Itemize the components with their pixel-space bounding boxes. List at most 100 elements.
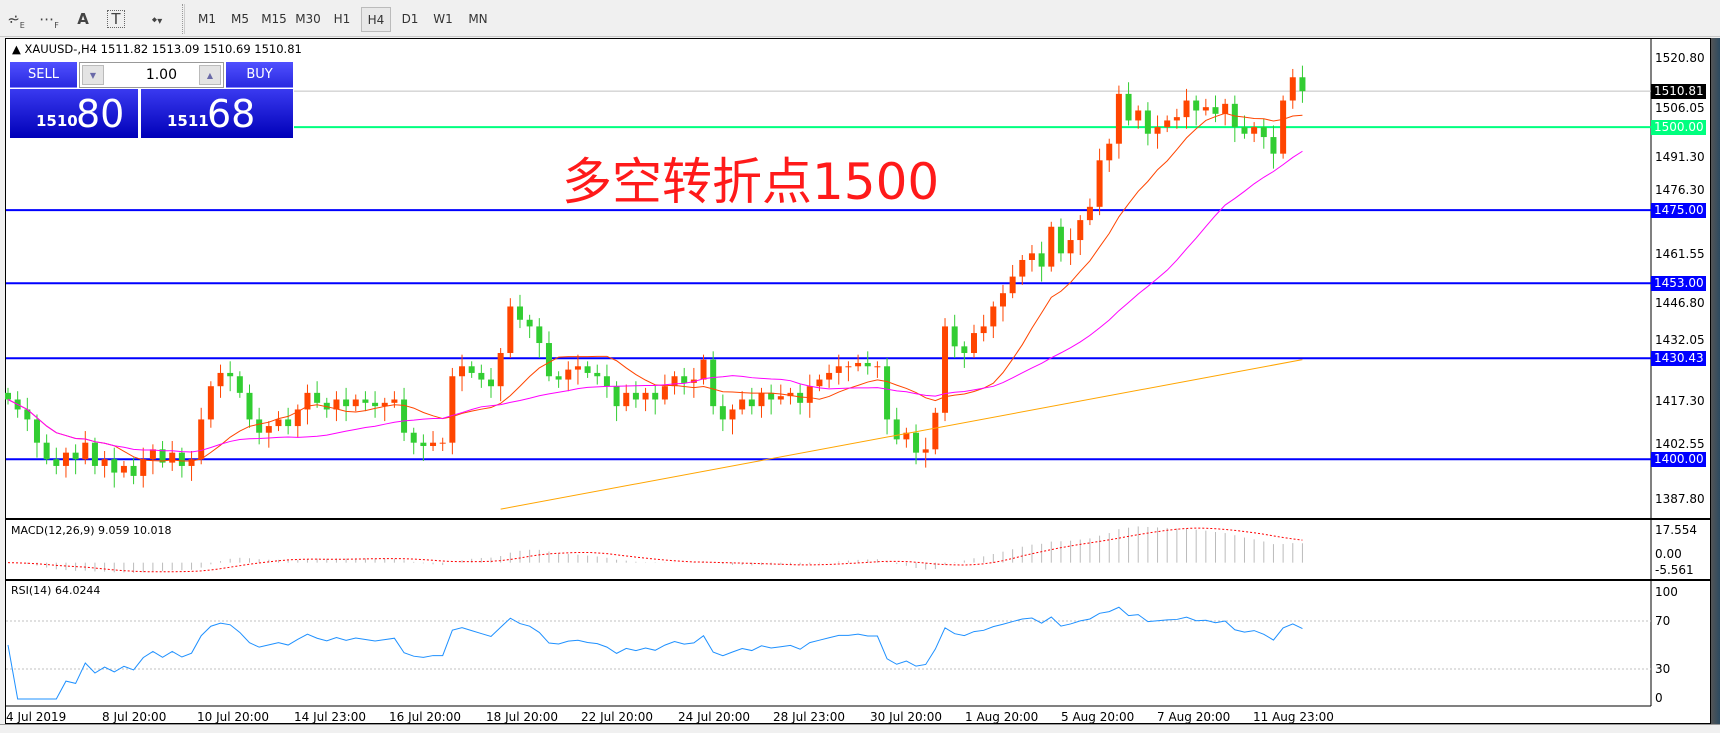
timeframe-mn[interactable]: MN bbox=[468, 12, 488, 26]
candle-body bbox=[391, 399, 398, 403]
e-label: E bbox=[19, 21, 25, 30]
candle-body bbox=[1135, 110, 1142, 121]
sell-button[interactable]: SELL bbox=[10, 62, 77, 88]
toolbar-separator bbox=[182, 4, 185, 34]
sell-price-big: 80 bbox=[76, 92, 125, 136]
price-tick: 1476.30 bbox=[1655, 183, 1705, 197]
candle-body bbox=[584, 366, 591, 373]
candle-body bbox=[1222, 103, 1229, 114]
price-tick: 1446.80 bbox=[1655, 296, 1705, 310]
candle-body bbox=[806, 386, 813, 403]
buy-price-button[interactable]: 1511 68 bbox=[141, 89, 293, 138]
text-a-icon[interactable]: A bbox=[77, 10, 89, 28]
grid-f-icon[interactable]: ⋯F bbox=[39, 10, 59, 30]
candle-body bbox=[1212, 107, 1219, 114]
candle-body bbox=[198, 419, 205, 460]
candle-body bbox=[913, 432, 920, 453]
window-edge bbox=[1711, 38, 1720, 724]
candle-body bbox=[574, 366, 581, 370]
pivot-annotation[interactable]: 多空转折点1500 bbox=[562, 153, 940, 211]
candle-body bbox=[845, 366, 852, 368]
candle-body bbox=[53, 459, 60, 466]
time-label: 22 Jul 20:00 bbox=[581, 710, 653, 724]
time-label: 16 Jul 20:00 bbox=[389, 710, 461, 724]
candle-body bbox=[362, 399, 369, 403]
candle-body bbox=[372, 402, 379, 407]
candle-body bbox=[33, 419, 40, 443]
lot-decrease-icon[interactable]: ▼ bbox=[82, 65, 104, 85]
timeframe-m5[interactable]: M5 bbox=[231, 12, 249, 26]
buy-price-big: 68 bbox=[207, 92, 256, 136]
price-tick: 1491.30 bbox=[1655, 150, 1705, 164]
level-label: 1400.00 bbox=[1651, 452, 1706, 468]
time-label: 11 Aug 23:00 bbox=[1253, 710, 1334, 724]
time-label: 30 Jul 20:00 bbox=[870, 710, 942, 724]
candle-body bbox=[507, 306, 514, 353]
level-label: 1430.43 bbox=[1651, 351, 1706, 367]
candle-body bbox=[990, 306, 997, 327]
time-label: 28 Jul 23:00 bbox=[773, 710, 845, 724]
bid-price-label: 1510.81 bbox=[1651, 84, 1706, 100]
chart-window bbox=[5, 38, 1711, 724]
candle-body bbox=[1183, 100, 1190, 118]
candle-body bbox=[932, 412, 939, 450]
candle-body bbox=[816, 379, 823, 387]
candle-body bbox=[5, 392, 11, 400]
candle-body bbox=[149, 449, 156, 460]
candle-body bbox=[381, 402, 388, 407]
candle-body bbox=[826, 372, 833, 380]
rsi-line bbox=[7, 606, 1303, 700]
candle-body bbox=[632, 392, 639, 400]
toolbar: ⩫E ⋯F A T ⬩▾ M1 M5 M15 M30 H1 H4 D1 W1 MN bbox=[0, 0, 1720, 37]
timeframe-d1[interactable]: D1 bbox=[401, 12, 419, 26]
sell-price-button[interactable]: 1510 80 bbox=[10, 89, 138, 138]
symbol-ohlc-line: ▲ XAUUSD-,H4 1511.82 1513.09 1510.69 151… bbox=[12, 42, 302, 56]
candle-body bbox=[178, 452, 185, 466]
candle-body bbox=[1193, 100, 1200, 111]
time-label: 18 Jul 20:00 bbox=[486, 710, 558, 724]
candle-body bbox=[1106, 143, 1113, 161]
candle-body bbox=[516, 306, 523, 320]
candle-body bbox=[352, 399, 359, 407]
candle-body bbox=[1260, 127, 1267, 138]
time-label: 24 Jul 20:00 bbox=[678, 710, 750, 724]
ma-mid-line bbox=[7, 150, 1303, 453]
candle-body bbox=[120, 465, 127, 473]
arrows-dropdown-icon[interactable]: ⬩▾ bbox=[151, 10, 163, 28]
timeframe-m30[interactable]: M30 bbox=[295, 12, 321, 26]
candle-body bbox=[961, 346, 968, 353]
symbol-ohlc: XAUUSD-,H4 1511.82 1513.09 1510.69 1510.… bbox=[24, 42, 302, 56]
rsi-tick-30: 30 bbox=[1655, 662, 1671, 676]
buy-button[interactable]: BUY bbox=[226, 62, 293, 88]
candle-body bbox=[24, 409, 31, 420]
lot-increase-icon[interactable]: ▲ bbox=[199, 65, 221, 85]
timeframe-h4[interactable]: H4 bbox=[361, 7, 391, 32]
candle-body bbox=[681, 376, 688, 383]
candle-body bbox=[1270, 137, 1277, 154]
candle-body bbox=[285, 419, 292, 427]
candle-body bbox=[652, 392, 659, 400]
candle-body bbox=[1019, 259, 1026, 277]
text-label-t-icon[interactable]: T bbox=[107, 10, 125, 28]
candle-body bbox=[748, 399, 755, 407]
candle-body bbox=[410, 432, 417, 443]
lot-size-input[interactable]: ▼ 1.00 ▲ bbox=[79, 62, 224, 88]
candle-body bbox=[478, 372, 485, 380]
candle-body bbox=[1154, 127, 1161, 134]
candle-body bbox=[855, 362, 862, 367]
timeframe-m15[interactable]: M15 bbox=[261, 12, 287, 26]
candle-body bbox=[980, 326, 987, 334]
timeframe-m1[interactable]: M1 bbox=[198, 12, 216, 26]
price-tick: 1387.80 bbox=[1655, 492, 1705, 506]
candle-body bbox=[864, 362, 871, 367]
timeframe-h1[interactable]: H1 bbox=[333, 12, 351, 26]
candle-body bbox=[430, 442, 437, 447]
candle-body bbox=[439, 442, 446, 444]
price-tick: 1402.55 bbox=[1655, 437, 1705, 451]
chart-e-icon[interactable]: ⩫E bbox=[7, 10, 25, 30]
candle-body bbox=[159, 449, 166, 463]
timeframe-w1[interactable]: W1 bbox=[433, 12, 453, 26]
macd-title: MACD(12,26,9) 9.059 10.018 bbox=[11, 524, 172, 537]
candle-body bbox=[217, 372, 224, 387]
